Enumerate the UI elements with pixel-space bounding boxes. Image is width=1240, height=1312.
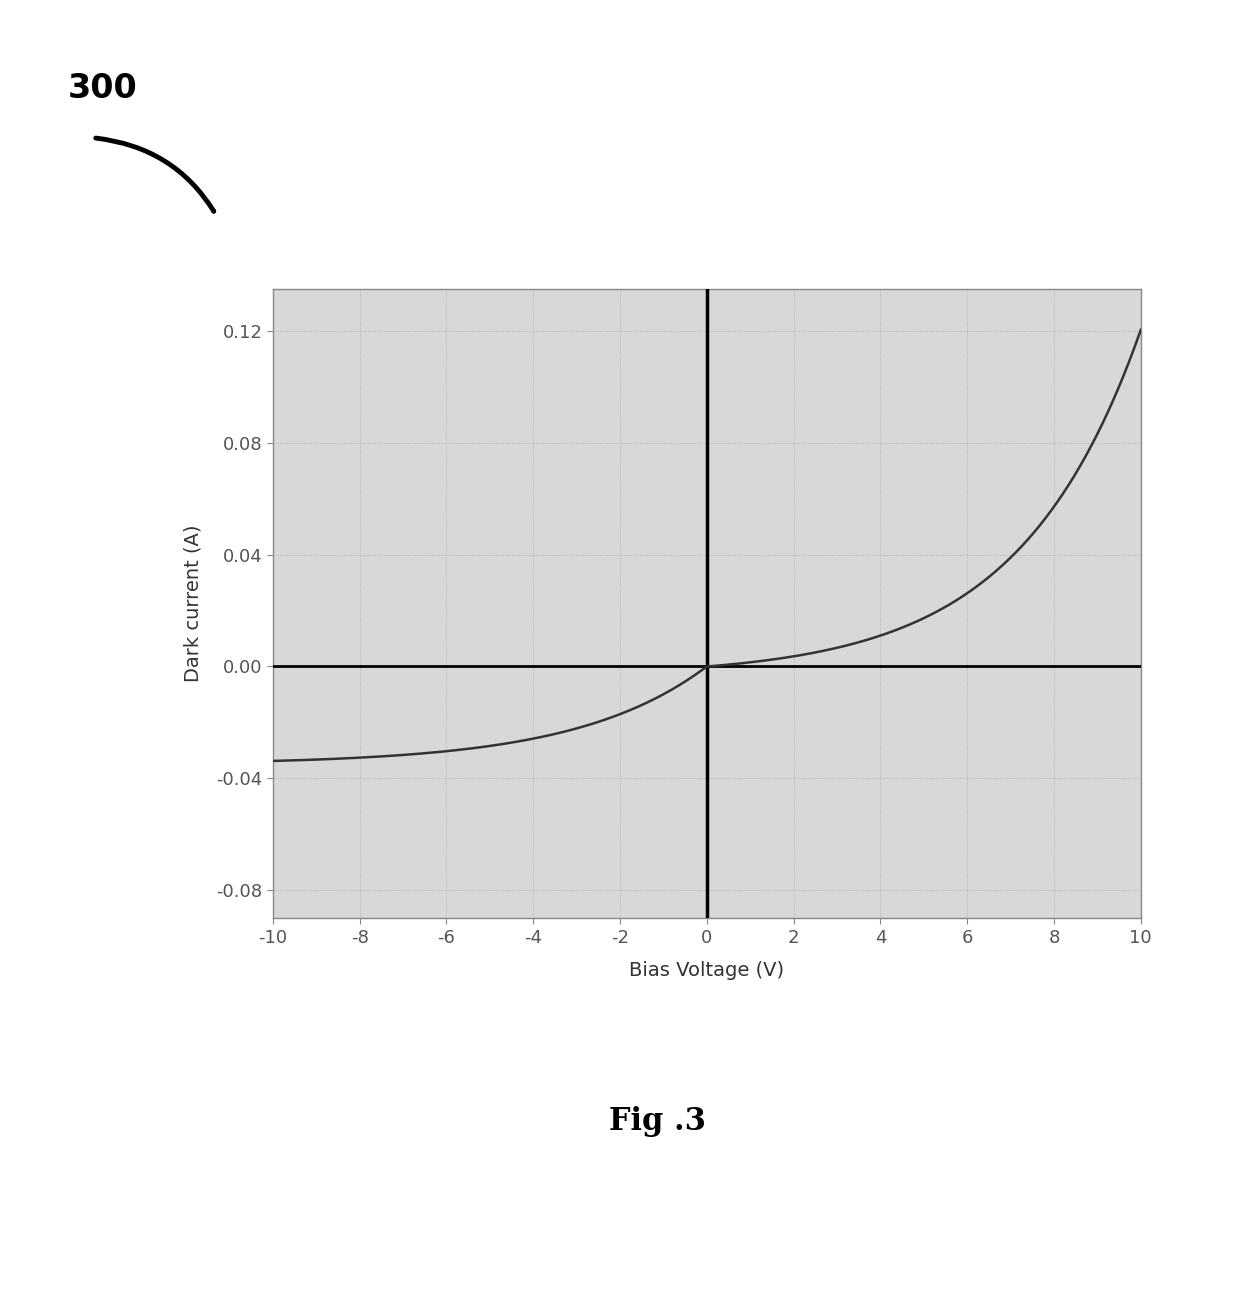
Y-axis label: Dark current (A): Dark current (A) (184, 525, 202, 682)
X-axis label: Bias Voltage (V): Bias Voltage (V) (629, 960, 785, 980)
Text: 300: 300 (68, 72, 138, 105)
Text: Fig .3: Fig .3 (609, 1106, 706, 1138)
